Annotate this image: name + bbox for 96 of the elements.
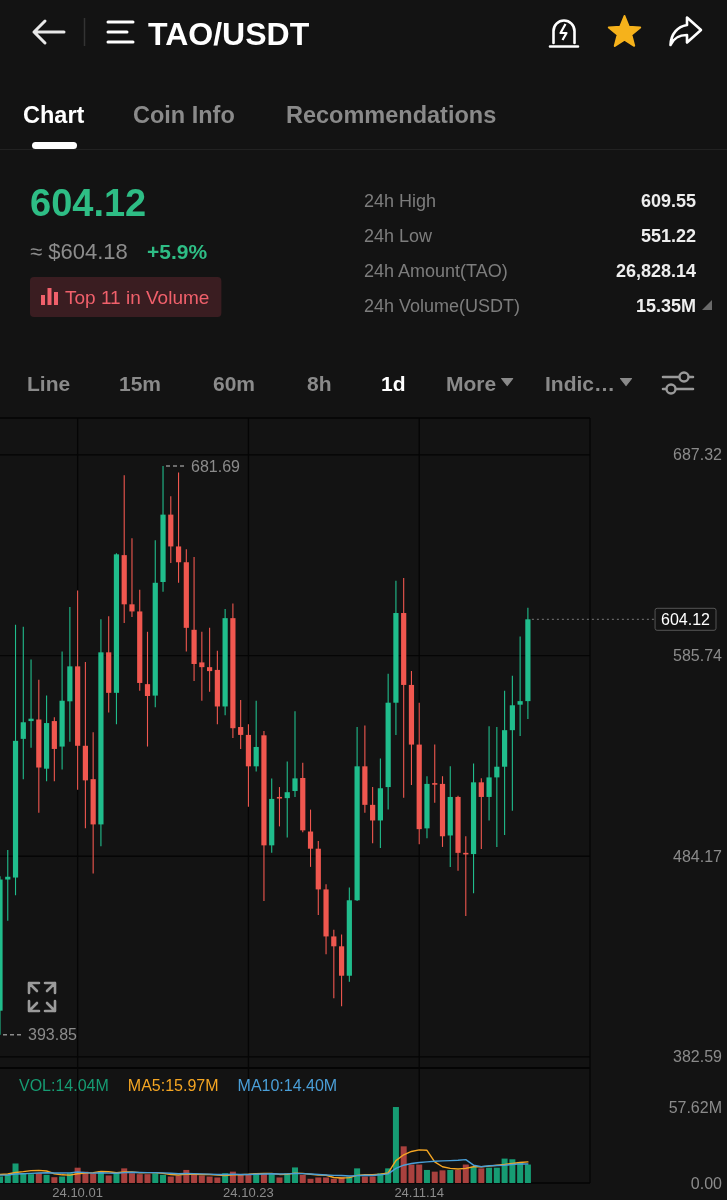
bar bbox=[423, 1169, 430, 1183]
bar bbox=[330, 1178, 337, 1183]
bar bbox=[28, 1174, 35, 1183]
bar bbox=[431, 1171, 438, 1183]
bar bbox=[43, 1174, 50, 1183]
text: 1d bbox=[381, 372, 406, 395]
x-tick-label: 24.10.23 bbox=[223, 1185, 274, 1200]
candlestick bbox=[494, 726, 500, 848]
text: 24h High bbox=[364, 191, 437, 211]
bar bbox=[361, 1176, 368, 1183]
candlestick bbox=[207, 627, 213, 693]
text: Coin Info bbox=[133, 102, 235, 128]
x-tick-label: 24.11.14 bbox=[394, 1185, 445, 1200]
bar bbox=[191, 1174, 198, 1183]
bar bbox=[486, 1167, 493, 1183]
candlestick bbox=[28, 658, 34, 749]
text: 15.35M bbox=[635, 296, 696, 316]
candlestick bbox=[238, 699, 244, 750]
text: VOL:14.04M bbox=[19, 1076, 109, 1094]
bar bbox=[447, 1169, 454, 1183]
text: 15m bbox=[119, 372, 162, 395]
bar bbox=[198, 1175, 205, 1183]
y-tick-label: 382.59 bbox=[673, 1048, 723, 1066]
bar bbox=[167, 1176, 174, 1183]
candlestick bbox=[253, 700, 259, 773]
candlestick bbox=[292, 710, 298, 798]
bar bbox=[268, 1174, 275, 1183]
annotation: 681.69 bbox=[191, 457, 241, 475]
text: Chart bbox=[23, 102, 85, 128]
y-tick-label: 57.62M bbox=[668, 1098, 722, 1116]
text: 24h Low bbox=[364, 226, 434, 246]
candlestick bbox=[370, 786, 376, 844]
text: +5.9% bbox=[147, 240, 208, 263]
candlestick bbox=[276, 786, 283, 827]
bar bbox=[136, 1174, 143, 1183]
y-tick-label: 484.17 bbox=[673, 847, 723, 865]
candlestick bbox=[307, 809, 314, 868]
text: MA5:15.97M bbox=[127, 1076, 219, 1094]
text: 60m bbox=[213, 372, 256, 395]
text: MA10:14.40M bbox=[237, 1076, 338, 1094]
annotation: 393.85 bbox=[28, 1026, 78, 1044]
candlestick bbox=[478, 777, 484, 850]
bar bbox=[439, 1170, 446, 1183]
text: 551.22 bbox=[640, 226, 696, 246]
bar bbox=[90, 1173, 97, 1183]
text: Top 11 in Volume bbox=[65, 287, 210, 308]
y-tick-label: 585.74 bbox=[673, 647, 723, 665]
y-tick-label: 687.32 bbox=[673, 446, 723, 464]
text: 609.55 bbox=[640, 191, 696, 211]
bar bbox=[144, 1174, 151, 1183]
bar bbox=[493, 1167, 500, 1183]
text: Line bbox=[27, 372, 71, 395]
text: 8h bbox=[307, 372, 332, 395]
bar bbox=[4, 1174, 11, 1183]
bar bbox=[354, 1168, 361, 1183]
bar bbox=[276, 1177, 283, 1183]
text: 604.12 bbox=[30, 182, 147, 224]
bar bbox=[152, 1173, 159, 1183]
bar bbox=[51, 1177, 58, 1183]
bar bbox=[128, 1173, 135, 1183]
candlestick bbox=[517, 635, 523, 737]
text: TAO/USDT bbox=[148, 16, 310, 52]
text: Indic… bbox=[545, 372, 616, 395]
candlestick bbox=[284, 761, 290, 838]
candlestick bbox=[199, 631, 205, 702]
bar bbox=[416, 1164, 423, 1183]
text: ≈ $604.18 bbox=[30, 239, 128, 264]
candlestick bbox=[486, 725, 492, 822]
candlestick bbox=[5, 849, 11, 922]
bar bbox=[105, 1175, 112, 1183]
text: 26,828.14 bbox=[615, 261, 696, 281]
bar bbox=[470, 1166, 477, 1183]
bar bbox=[524, 1164, 531, 1183]
candlestick bbox=[432, 744, 438, 804]
candlestick bbox=[20, 626, 26, 780]
line-series bbox=[0, 1158, 529, 1177]
y-tick-label: 0.00 bbox=[690, 1174, 723, 1192]
x-tick-label: 24.10.01 bbox=[52, 1185, 103, 1200]
candlestick bbox=[144, 631, 151, 748]
text: More bbox=[446, 372, 497, 395]
text: Recommendations bbox=[286, 102, 497, 128]
bar bbox=[35, 1173, 42, 1183]
text: 24h Volume(USDT) bbox=[364, 296, 521, 316]
bar bbox=[323, 1177, 330, 1183]
candlestick bbox=[331, 929, 337, 999]
bar bbox=[160, 1174, 167, 1183]
ref-line-label: 604.12 bbox=[661, 610, 711, 628]
bar bbox=[478, 1168, 485, 1183]
bar bbox=[455, 1169, 462, 1183]
candlestick bbox=[129, 537, 135, 618]
bar bbox=[299, 1174, 306, 1183]
text: 24h Amount(TAO) bbox=[364, 261, 508, 281]
bar bbox=[59, 1176, 66, 1183]
bar bbox=[392, 1107, 399, 1183]
bar bbox=[369, 1176, 376, 1183]
candlestick bbox=[175, 472, 182, 584]
